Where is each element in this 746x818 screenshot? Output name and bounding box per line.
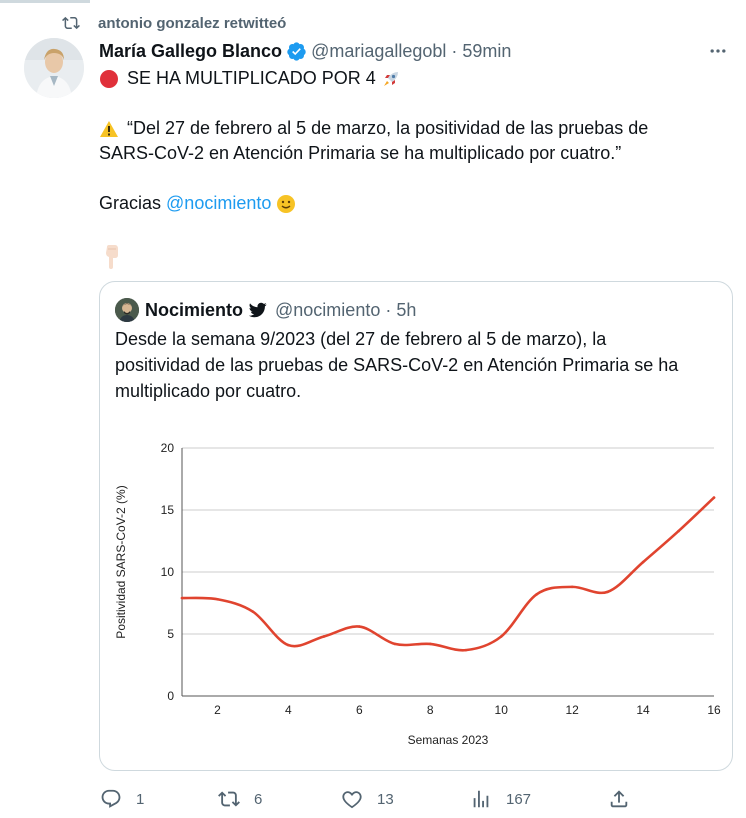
view-count: 167	[506, 790, 532, 808]
chart-y-tick-label: 10	[161, 565, 175, 579]
quoted-timestamp[interactable]: 5h	[396, 299, 417, 320]
chart-y-tick-label: 0	[167, 689, 174, 703]
retweet-button[interactable]: 6	[218, 786, 262, 812]
views-button[interactable]: 167	[470, 786, 531, 812]
chart-y-ticks: 0 5 10 15 20	[161, 441, 175, 703]
positivity-line-chart: 0 5 10 15 20 2 4 6 8 10 12 14 16 Positividad SARS-C…	[114, 441, 721, 747]
chart-data-point	[606, 590, 609, 594]
author-handle[interactable]: @mariagallegobl	[311, 40, 447, 61]
quoted-avatar-image	[115, 298, 139, 322]
chart-data-point	[358, 625, 361, 628]
chart-series-line	[180, 496, 716, 652]
chart-y-tick-label: 15	[161, 503, 175, 517]
chart-data-point	[251, 610, 255, 613]
chart-data-point	[499, 635, 503, 638]
reply-icon	[101, 789, 121, 808]
thanks-text: Gracias	[99, 193, 162, 213]
more-dots-icon	[710, 49, 726, 53]
chart-data-point	[535, 593, 538, 596]
chart-x-tick-label: 6	[356, 703, 363, 717]
quoted-tweet-header: Nocimiento @nocimiento · 5h	[115, 298, 416, 322]
tweet-line-2: “Del 27 de febrero al 5 de marzo, la pos…	[99, 116, 719, 141]
top-divider	[0, 0, 90, 3]
chart-data-points	[180, 496, 716, 652]
twitter-bird-icon	[249, 302, 267, 318]
like-button[interactable]: 13	[341, 786, 394, 812]
tweet-quote-line-2: SARS-CoV-2 en Atención Primaria se ha mu…	[99, 143, 622, 163]
chart-y-tick-label: 5	[167, 627, 174, 641]
quoted-tweet-text: Desde la semana 9/2023 (del 27 de febrer…	[115, 326, 720, 404]
quoted-text-line-3: multiplicado por cuatro.	[115, 381, 302, 401]
chart-x-tick-label: 12	[565, 703, 579, 717]
tweet-actions: 1 6 13 167	[100, 786, 640, 812]
tweet-line-3: SARS-CoV-2 en Atención Primaria se ha mu…	[99, 141, 719, 166]
chart-data-point	[641, 560, 645, 564]
chart-x-tick-label: 2	[214, 703, 221, 717]
chart-x-tick-label: 8	[427, 703, 434, 717]
chart-data-point	[464, 648, 468, 652]
retweet-icon	[62, 16, 80, 30]
views-chart-icon	[473, 790, 489, 808]
tweet-text: SE HA MULTIPLICADO POR 4 “Del 27 de febr…	[99, 66, 719, 273]
chart-data-point	[180, 596, 184, 600]
chart-data-point	[677, 529, 680, 533]
separator-dot: ·	[451, 40, 458, 61]
more-options-button[interactable]	[708, 41, 728, 61]
chart-x-tick-label: 16	[707, 703, 721, 717]
author-avatar[interactable]	[24, 38, 84, 98]
chart-data-point	[570, 585, 574, 589]
retweet-count: 6	[254, 790, 263, 808]
chart-data-point	[393, 642, 397, 646]
reply-button[interactable]: 1	[100, 786, 144, 812]
avatar-image	[24, 38, 84, 98]
tweet-line-1: SE HA MULTIPLICADO POR 4	[99, 66, 719, 91]
chart-data-point	[216, 597, 219, 601]
chart-data-point	[322, 635, 326, 638]
quoted-author-handle[interactable]: @nocimiento	[275, 299, 381, 320]
share-icon	[610, 790, 628, 808]
chart-data-point	[287, 643, 290, 647]
chart-data-point	[712, 496, 716, 499]
reply-count: 1	[136, 790, 145, 808]
chart-x-tick-label: 14	[636, 703, 650, 717]
warning-icon	[99, 119, 119, 139]
retweet-banner-text[interactable]: antonio gonzalez retwitteó	[98, 14, 287, 32]
tweet-timestamp[interactable]: 59min	[462, 40, 512, 61]
blank-line	[99, 216, 719, 241]
share-button[interactable]	[608, 786, 630, 812]
mention-link[interactable]: @nocimiento	[166, 193, 272, 213]
quoted-author-avatar[interactable]	[115, 298, 139, 322]
chart-data-point	[428, 642, 432, 646]
chart-y-axis-label: Positividad SARS-CoV-2 (%)	[114, 485, 128, 638]
author-name[interactable]: María Gallego Blanco	[99, 40, 283, 61]
tweet-line-5	[99, 241, 719, 273]
red-circle-icon	[99, 69, 119, 89]
verified-badge-icon	[287, 41, 306, 61]
tweet-header: María Gallego Blanco @mariagallegobl · 5…	[99, 39, 726, 63]
blank-line	[99, 91, 719, 116]
chart-x-tick-label: 4	[285, 703, 292, 717]
rocket-icon	[381, 69, 401, 89]
tweet-line-4: Gracias @nocimiento	[99, 191, 719, 216]
quoted-separator-dot: ·	[385, 299, 392, 320]
retweet-action-icon	[218, 791, 240, 807]
pointing-down-icon	[99, 243, 123, 271]
quoted-tweet-card[interactable]: Nocimiento @nocimiento · 5h Desde la sem…	[99, 281, 733, 771]
chart-x-tick-label: 10	[495, 703, 509, 717]
smiling-face-icon	[276, 194, 296, 214]
tweet-headline: SE HA MULTIPLICADO POR 4	[127, 68, 376, 88]
blank-line	[99, 166, 719, 191]
tweet-quote-line-1: “Del 27 de febrero al 5 de marzo, la pos…	[127, 118, 649, 138]
chart-x-axis-label: Semanas 2023	[408, 733, 489, 747]
retweet-banner: antonio gonzalez retwitteó	[62, 12, 286, 34]
chart-y-tick-label: 20	[161, 441, 175, 455]
quoted-author-name[interactable]: Nocimiento	[145, 299, 244, 320]
like-count: 13	[377, 790, 394, 808]
chart-x-ticks: 2 4 6 8 10 12 14 16	[214, 703, 721, 717]
quoted-text-line-1: Desde la semana 9/2023 (del 27 de febrer…	[115, 329, 607, 349]
chart-gridlines	[182, 447, 714, 635]
heart-icon	[342, 791, 362, 809]
quoted-text-line-2: positividad de las pruebas de SARS-CoV-2…	[115, 355, 679, 375]
